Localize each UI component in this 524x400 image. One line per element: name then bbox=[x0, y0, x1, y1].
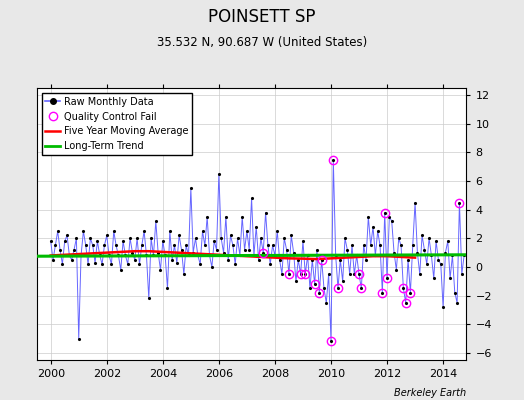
Text: 35.532 N, 90.687 W (United States): 35.532 N, 90.687 W (United States) bbox=[157, 36, 367, 49]
Text: Berkeley Earth: Berkeley Earth bbox=[394, 388, 466, 398]
Text: POINSETT SP: POINSETT SP bbox=[208, 8, 316, 26]
Legend: Raw Monthly Data, Quality Control Fail, Five Year Moving Average, Long-Term Tren: Raw Monthly Data, Quality Control Fail, … bbox=[41, 93, 192, 155]
